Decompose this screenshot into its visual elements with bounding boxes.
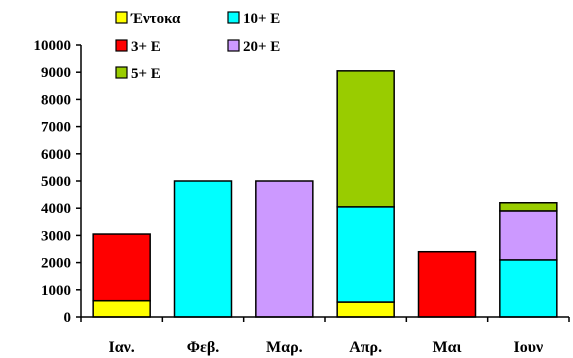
bar-segment [336,206,395,303]
bar-segment [336,70,395,208]
y-tick-label: 10000 [34,38,72,54]
bars [92,70,558,318]
legend: Έντοκα 3+ Ε 5+ Ε 10+ Ε 20+ Ε [115,11,280,82]
x-category-label: Φεβ. [187,339,220,356]
legend-label: 10+ Ε [243,11,280,27]
x-category-label: Απρ. [349,339,382,356]
bar-segment [336,301,395,318]
y-tick-label: 0 [64,310,72,326]
bar-segment [417,250,477,318]
legend-label: 3+ Ε [131,39,161,55]
bar-segment [92,233,151,302]
y-tick-label: 9000 [41,65,71,81]
y-tick-label: 6000 [41,147,71,163]
bar-segment [499,202,558,212]
legend-swatch [115,39,128,52]
x-category-label: Μαρ. [266,339,303,356]
bar-segment [499,210,558,261]
y-tick-label: 5000 [41,174,71,190]
legend-label: 5+ Ε [131,66,161,82]
x-axis: Ιαν. Φεβ. Μαρ. Απρ. Μαι Ιουν [80,316,570,356]
y-axis: 0 1000 2000 3000 4000 5000 6000 7000 8000 9000 100… [34,38,82,326]
y-tick-label: 7000 [41,120,71,136]
bar-segment [255,180,314,318]
y-tick-label: 4000 [41,201,71,217]
x-category-label: Ιουν [513,339,543,356]
x-category-label: Ιαν. [109,339,135,356]
y-tick-label: 2000 [41,256,71,272]
legend-swatch [115,66,128,79]
legend-label: 20+ Ε [243,39,280,55]
legend-label: Έντοκα [130,11,181,27]
y-tick-label: 1000 [41,283,71,299]
bar-segment [173,180,233,318]
x-category-label: Μαι [433,339,462,356]
bar-segment [499,259,558,318]
y-tick-label: 8000 [41,92,71,108]
legend-swatch [227,11,240,24]
legend-swatch [115,11,128,24]
legend-swatch [227,39,240,52]
y-tick-label: 3000 [41,228,71,244]
bar-segment [92,299,151,318]
